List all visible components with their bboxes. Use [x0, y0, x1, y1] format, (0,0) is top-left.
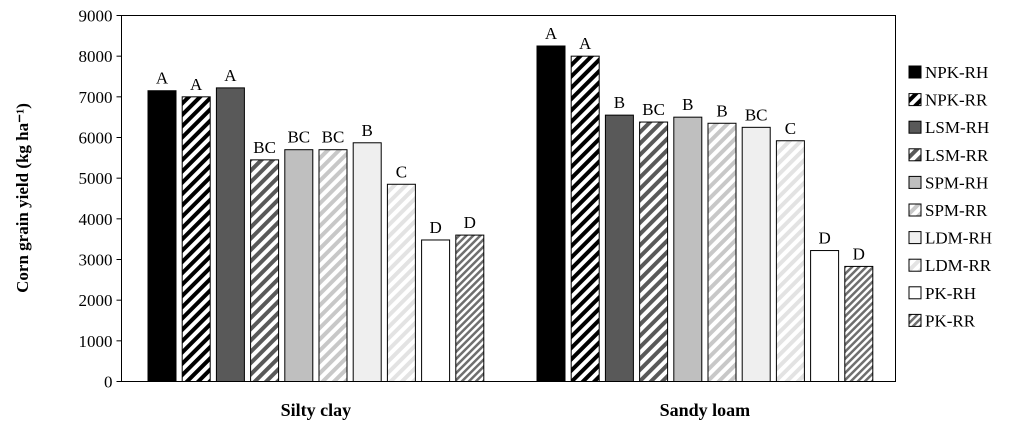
legend-label-lsm-rh: LSM-RH	[925, 118, 989, 137]
legend-label-ldm-rr: LDM-RR	[925, 256, 992, 275]
data-label-npk-rr-sandy-loam: A	[579, 34, 592, 53]
data-label-pk-rh-sandy-loam: D	[818, 229, 830, 248]
bar-ldm-rr-silty-clay	[386, 183, 416, 382]
data-label-spm-rr-silty-clay: BC	[322, 128, 345, 147]
bar-npk-rh-silty-clay	[147, 90, 177, 382]
bar-pk-rh-silty-clay	[421, 239, 451, 382]
bar-ldm-rh-silty-clay	[352, 142, 382, 382]
y-axis: 0 1000 2000 3000 4000 5000 6000 7000 8000 9000	[79, 7, 122, 392]
legend-swatch-lsm-rr	[908, 148, 922, 162]
legend-label-npk-rr: NPK-RR	[925, 91, 988, 110]
bar-lsm-rr-silty-clay	[250, 159, 280, 382]
data-label-lsm-rr-silty-clay: BC	[253, 138, 276, 157]
data-label-npk-rh-silty-clay: A	[156, 69, 169, 88]
y-tick-label: 0	[104, 373, 113, 392]
data-label-lsm-rh-sandy-loam: B	[614, 93, 625, 112]
bar-ldm-rr-sandy-loam	[775, 140, 805, 382]
y-tick-label: 4000	[79, 210, 113, 229]
data-label-pk-rh-silty-clay: D	[429, 218, 441, 237]
legend-label-lsm-rr: LSM-RR	[925, 146, 989, 165]
data-label-spm-rr-sandy-loam: B	[716, 101, 727, 120]
y-tick-label: 9000	[79, 7, 113, 26]
bar-spm-rr-silty-clay	[318, 149, 348, 382]
bar-lsm-rh-silty-clay	[215, 87, 245, 383]
data-label-spm-rh-silty-clay: BC	[287, 128, 310, 147]
bars-group	[147, 45, 874, 383]
data-label-spm-rh-sandy-loam: B	[682, 95, 693, 114]
x-category-label: Silty clay	[281, 400, 352, 420]
bar-spm-rh-silty-clay	[284, 149, 314, 382]
legend: NPK-RH NPK-RR LSM-RH LSM-RR SPM-RH SPM-RR LDM-…	[908, 63, 992, 330]
x-category-label: Sandy loam	[660, 400, 751, 420]
data-label-lsm-rh-silty-clay: A	[224, 66, 237, 85]
legend-label-spm-rh: SPM-RH	[925, 173, 988, 192]
data-label-pk-rr-sandy-loam: D	[853, 244, 865, 263]
legend-swatch-spm-rh	[908, 175, 922, 189]
y-tick-label: 2000	[79, 291, 113, 310]
bar-npk-rr-sandy-loam	[570, 55, 600, 383]
bar-lsm-rh-sandy-loam	[604, 114, 634, 382]
y-tick-label: 6000	[79, 129, 113, 148]
legend-label-pk-rh: PK-RH	[925, 284, 976, 303]
y-tick-label: 8000	[79, 47, 113, 66]
legend-label-pk-rr: PK-RR	[925, 311, 976, 330]
data-label-npk-rr-silty-clay: A	[190, 75, 203, 94]
legend-swatch-npk-rh	[908, 65, 922, 79]
legend-swatch-lsm-rh	[908, 120, 922, 134]
bar-lsm-rr-sandy-loam	[639, 121, 669, 383]
bar-pk-rh-sandy-loam	[810, 250, 840, 382]
y-axis-title: Corn grain yield (kg ha⁻¹)	[13, 103, 32, 293]
legend-swatch-ldm-rr	[908, 258, 922, 272]
data-label-ldm-rr-sandy-loam: C	[785, 119, 796, 138]
legend-label-npk-rh: NPK-RH	[925, 63, 988, 82]
bar-npk-rr-silty-clay	[181, 96, 211, 382]
bar-spm-rh-sandy-loam	[673, 116, 703, 383]
plot-area	[121, 15, 896, 382]
legend-label-spm-rr: SPM-RR	[925, 201, 988, 220]
legend-swatch-spm-rr	[908, 203, 922, 217]
y-tick-label: 3000	[79, 251, 113, 270]
bar-npk-rh-sandy-loam	[536, 45, 566, 382]
data-label-pk-rr-silty-clay: D	[464, 213, 476, 232]
bar-pk-rr-sandy-loam	[844, 265, 874, 382]
bar-ldm-rh-sandy-loam	[741, 126, 771, 383]
legend-label-ldm-rh: LDM-RH	[925, 229, 992, 248]
data-label-ldm-rr-silty-clay: C	[396, 162, 407, 181]
legend-swatch-ldm-rh	[908, 231, 922, 245]
legend-swatch-pk-rr	[908, 313, 922, 327]
data-label-ldm-rh-silty-clay: B	[362, 121, 373, 140]
y-tick-label: 7000	[79, 88, 113, 107]
x-axis: Silty clay Sandy loam	[281, 400, 751, 420]
bar-pk-rr-silty-clay	[455, 234, 485, 382]
data-label-npk-rh-sandy-loam: A	[545, 24, 558, 43]
legend-swatch-pk-rh	[908, 286, 922, 300]
data-label-ldm-rh-sandy-loam: BC	[745, 105, 768, 124]
legend-swatch-npk-rr	[908, 93, 922, 107]
y-tick-label: 5000	[79, 169, 113, 188]
bar-spm-rr-sandy-loam	[707, 122, 737, 383]
data-label-lsm-rr-sandy-loam: BC	[642, 100, 665, 119]
y-tick-label: 1000	[79, 332, 113, 351]
